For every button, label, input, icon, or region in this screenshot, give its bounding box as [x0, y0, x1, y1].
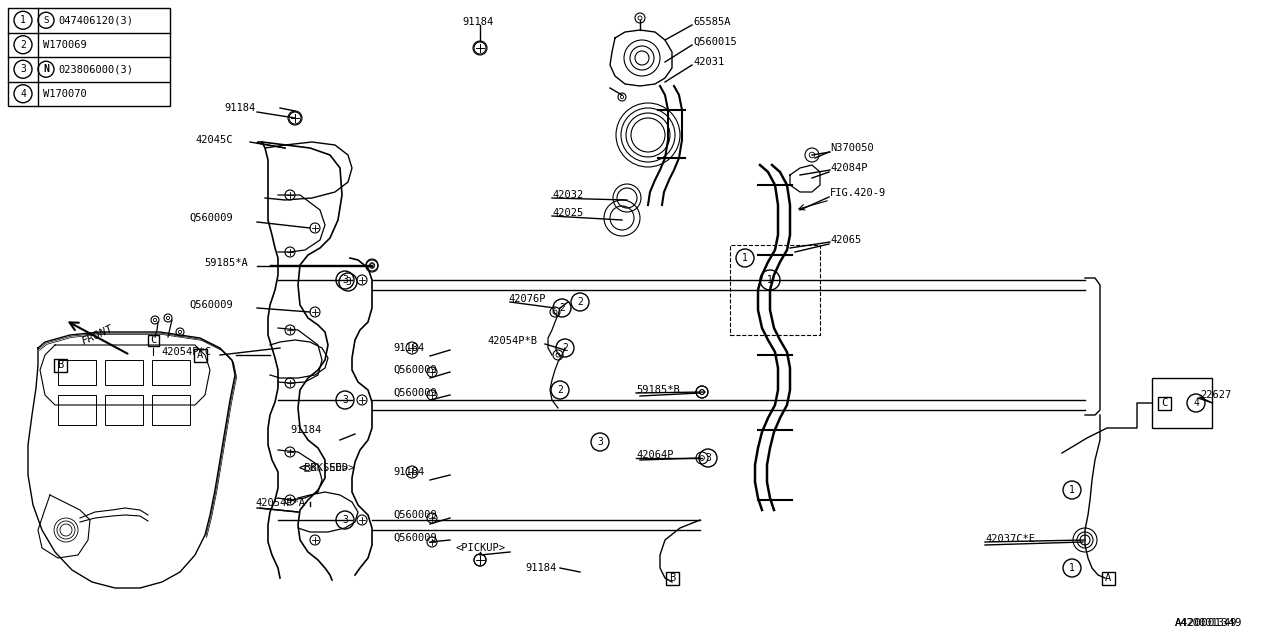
Text: 91184: 91184	[224, 103, 255, 113]
Text: Q560009: Q560009	[393, 388, 436, 398]
Text: W170069: W170069	[44, 40, 87, 50]
Text: FRONT: FRONT	[81, 323, 115, 347]
Text: 42064P: 42064P	[636, 450, 673, 460]
Text: 1: 1	[742, 253, 748, 263]
Text: 1: 1	[1069, 485, 1075, 495]
Text: 65585A: 65585A	[692, 17, 731, 27]
Text: 91184: 91184	[462, 17, 493, 27]
Text: 3: 3	[346, 277, 351, 287]
Text: 42054P*C: 42054P*C	[161, 347, 211, 357]
Text: Q560009: Q560009	[189, 213, 233, 223]
Bar	[105, 395, 143, 425]
Bar	[147, 335, 159, 346]
Bar	[152, 360, 189, 385]
Text: A: A	[1105, 573, 1111, 583]
Text: 2: 2	[557, 385, 563, 395]
Text: N370050: N370050	[829, 143, 874, 153]
Text: 22627: 22627	[1201, 390, 1231, 400]
Text: W170070: W170070	[44, 89, 87, 99]
Bar	[54, 358, 67, 371]
Text: C: C	[150, 335, 156, 345]
Text: C: C	[1161, 398, 1167, 408]
Text: 1: 1	[20, 15, 26, 25]
Text: Q560009: Q560009	[189, 300, 233, 310]
Bar	[730, 245, 820, 335]
Text: 1: 1	[1069, 563, 1075, 573]
Text: A420001349: A420001349	[1175, 618, 1238, 628]
Text: <BK,SED>: <BK,SED>	[298, 463, 348, 473]
Text: 91184: 91184	[393, 467, 424, 477]
Text: 42054P*B: 42054P*B	[486, 336, 538, 346]
Text: Q560009: Q560009	[393, 533, 436, 543]
Text: 2: 2	[20, 40, 26, 50]
Text: 3: 3	[596, 437, 603, 447]
Bar	[152, 395, 189, 425]
Text: 42025: 42025	[552, 208, 584, 218]
Bar	[1157, 397, 1170, 410]
Text: 023806000(3): 023806000(3)	[58, 64, 133, 74]
Text: 42054P*A: 42054P*A	[255, 498, 305, 508]
Text: N: N	[44, 64, 49, 74]
Bar	[8, 8, 170, 106]
Bar	[193, 349, 206, 362]
Bar	[58, 395, 96, 425]
Text: 42045C: 42045C	[195, 135, 233, 145]
Text: 2: 2	[559, 303, 564, 313]
Text: 91184: 91184	[291, 425, 321, 435]
Text: 3: 3	[342, 275, 348, 285]
Text: 2: 2	[562, 343, 568, 353]
Text: 4: 4	[20, 89, 26, 99]
Text: 42032: 42032	[552, 190, 584, 200]
Text: 42076P: 42076P	[508, 294, 545, 304]
Text: 3: 3	[342, 515, 348, 525]
Text: FIG.420-9: FIG.420-9	[829, 188, 886, 198]
Text: 42084P: 42084P	[829, 163, 868, 173]
Text: 1: 1	[767, 275, 773, 285]
Text: A420001349: A420001349	[1175, 618, 1243, 628]
Text: <□BK,SED>: <□BK,SED>	[298, 463, 355, 473]
Text: 91184: 91184	[393, 343, 424, 353]
Text: Q560009: Q560009	[393, 510, 436, 520]
Text: 42031: 42031	[692, 57, 724, 67]
Text: 91184: 91184	[525, 563, 557, 573]
Text: A: A	[197, 350, 204, 360]
Text: 59185*A: 59185*A	[204, 258, 248, 268]
Text: 4: 4	[1193, 398, 1199, 408]
Text: B: B	[669, 573, 675, 583]
Text: Q560015: Q560015	[692, 37, 737, 47]
Bar	[105, 360, 143, 385]
Bar	[1102, 572, 1115, 584]
Text: <PICKUP>: <PICKUP>	[454, 543, 506, 553]
Bar	[666, 572, 678, 584]
Text: B: B	[56, 360, 63, 370]
Text: 42037C*E: 42037C*E	[986, 534, 1036, 544]
Text: 3: 3	[342, 395, 348, 405]
Text: 3: 3	[20, 64, 26, 74]
Text: S: S	[44, 16, 49, 25]
Bar	[1152, 378, 1212, 428]
Text: Q560009: Q560009	[393, 365, 436, 375]
Text: 3: 3	[705, 453, 710, 463]
Text: 2: 2	[577, 297, 582, 307]
Text: 047406120(3): 047406120(3)	[58, 15, 133, 25]
Text: 59185*B: 59185*B	[636, 385, 680, 395]
Text: 42065: 42065	[829, 235, 861, 245]
Bar	[58, 360, 96, 385]
